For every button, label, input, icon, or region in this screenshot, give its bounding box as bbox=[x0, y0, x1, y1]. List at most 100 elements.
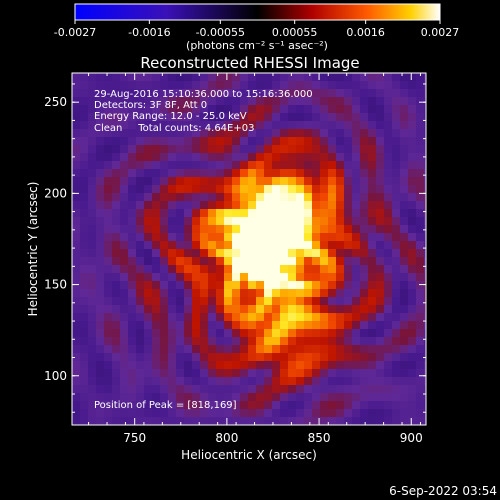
heatmap-cell bbox=[296, 161, 304, 169]
heatmap-cell bbox=[264, 241, 272, 249]
heatmap-cell bbox=[152, 97, 160, 105]
heatmap-cell bbox=[256, 137, 264, 145]
heatmap-cell bbox=[184, 193, 192, 201]
heatmap-cell bbox=[104, 313, 112, 321]
heatmap-cell bbox=[208, 393, 216, 401]
heatmap-cell bbox=[320, 161, 328, 169]
heatmap-cell bbox=[136, 305, 144, 313]
heatmap-cell bbox=[248, 377, 256, 385]
heatmap-cell bbox=[416, 409, 424, 417]
heatmap-cell bbox=[416, 185, 424, 193]
heatmap-cell bbox=[304, 185, 312, 193]
heatmap-cell bbox=[192, 113, 200, 121]
heatmap-cell bbox=[368, 225, 376, 233]
heatmap-cell bbox=[280, 321, 288, 329]
heatmap-cell bbox=[400, 401, 408, 409]
heatmap-cell bbox=[128, 153, 136, 161]
heatmap-cell bbox=[176, 121, 184, 129]
colorbar-tick-label: -0.0027 bbox=[54, 26, 96, 39]
heatmap-cell bbox=[112, 289, 120, 297]
heatmap-cell bbox=[304, 201, 312, 209]
heatmap-cell bbox=[360, 409, 368, 417]
heatmap-cell bbox=[296, 297, 304, 305]
heatmap-cell bbox=[304, 177, 312, 185]
heatmap-cell bbox=[280, 249, 288, 257]
heatmap-cell bbox=[264, 225, 272, 233]
heatmap-cell bbox=[224, 353, 232, 361]
heatmap-cell bbox=[168, 81, 176, 89]
heatmap-cell bbox=[424, 225, 426, 233]
heatmap-cell bbox=[408, 129, 416, 137]
heatmap-cell bbox=[168, 329, 176, 337]
heatmap-cell bbox=[248, 281, 256, 289]
heatmap-cell bbox=[232, 313, 240, 321]
heatmap-cell bbox=[328, 401, 336, 409]
heatmap-cell bbox=[232, 105, 240, 113]
heatmap-cell bbox=[120, 193, 128, 201]
heatmap-cell bbox=[272, 121, 280, 129]
heatmap-cell bbox=[272, 161, 280, 169]
heatmap-cell bbox=[176, 305, 184, 313]
heatmap-cell bbox=[256, 417, 264, 425]
heatmap-cell bbox=[176, 329, 184, 337]
heatmap-cell bbox=[256, 153, 264, 161]
heatmap-cell bbox=[280, 265, 288, 273]
heatmap-cell bbox=[368, 249, 376, 257]
annotation-clean: Clean Total counts: 4.64E+03 bbox=[94, 123, 254, 134]
heatmap-cell bbox=[328, 345, 336, 353]
heatmap-cell bbox=[112, 105, 120, 113]
heatmap-cell bbox=[72, 361, 80, 369]
heatmap-cell bbox=[208, 177, 216, 185]
heatmap-cell bbox=[376, 97, 384, 105]
heatmap-cell bbox=[296, 193, 304, 201]
heatmap-cell bbox=[224, 185, 232, 193]
heatmap-cell bbox=[424, 417, 426, 425]
heatmap-cell bbox=[136, 225, 144, 233]
heatmap-cell bbox=[312, 81, 320, 89]
heatmap-cell bbox=[424, 145, 426, 153]
heatmap-cell bbox=[136, 281, 144, 289]
heatmap-cell bbox=[392, 265, 400, 273]
heatmap-cell bbox=[96, 81, 104, 89]
heatmap-cell bbox=[160, 337, 168, 345]
heatmap-cell bbox=[408, 241, 416, 249]
footer-date: 6-Sep-2022 03:54 bbox=[389, 484, 497, 498]
heatmap-cell bbox=[72, 369, 80, 377]
heatmap-cell bbox=[392, 305, 400, 313]
heatmap-cell bbox=[336, 225, 344, 233]
heatmap-cell bbox=[312, 337, 320, 345]
heatmap-cell bbox=[416, 385, 424, 393]
heatmap-cell bbox=[368, 385, 376, 393]
heatmap-cell bbox=[416, 289, 424, 297]
heatmap-cell bbox=[88, 265, 96, 273]
heatmap-cell bbox=[208, 281, 216, 289]
heatmap-cell bbox=[296, 105, 304, 113]
heatmap-cell bbox=[400, 89, 408, 97]
heatmap-cell bbox=[328, 185, 336, 193]
heatmap-cell bbox=[256, 329, 264, 337]
heatmap-cell bbox=[168, 273, 176, 281]
heatmap-cell bbox=[384, 225, 392, 233]
heatmap-cell bbox=[96, 369, 104, 377]
heatmap-cell bbox=[224, 409, 232, 417]
heatmap-cell bbox=[344, 89, 352, 97]
heatmap-cell bbox=[104, 329, 112, 337]
heatmap-cell bbox=[368, 217, 376, 225]
heatmap-cell bbox=[376, 217, 384, 225]
heatmap-cell bbox=[112, 89, 120, 97]
heatmap-cell bbox=[200, 161, 208, 169]
heatmap-cell bbox=[248, 257, 256, 265]
heatmap-cell bbox=[384, 217, 392, 225]
heatmap-cell bbox=[144, 401, 152, 409]
heatmap-cell bbox=[328, 393, 336, 401]
heatmap-cell bbox=[96, 249, 104, 257]
heatmap-cell bbox=[424, 121, 426, 129]
heatmap-cell bbox=[136, 241, 144, 249]
heatmap-cell bbox=[376, 121, 384, 129]
heatmap-cell bbox=[424, 233, 426, 241]
heatmap-cell bbox=[376, 409, 384, 417]
heatmap-cell bbox=[184, 281, 192, 289]
x-tick-label: 850 bbox=[308, 431, 331, 445]
heatmap-cell bbox=[152, 289, 160, 297]
heatmap-cell bbox=[272, 273, 280, 281]
